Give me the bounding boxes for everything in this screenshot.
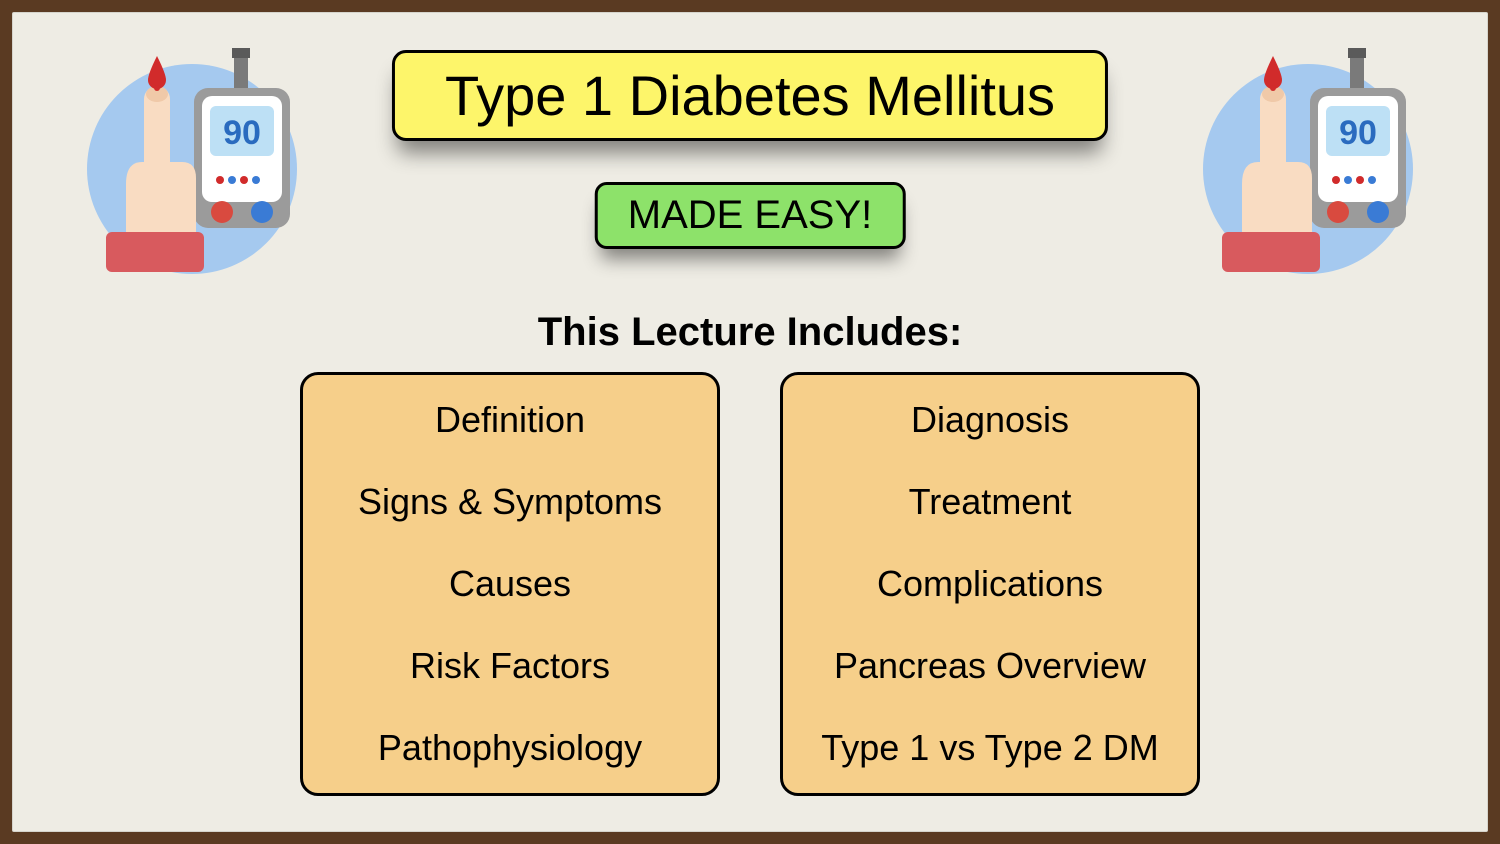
lecture-topic: Pathophysiology <box>378 727 642 769</box>
lecture-topic: Signs & Symptoms <box>358 481 662 523</box>
section-heading: This Lecture Includes: <box>538 310 963 355</box>
lecture-topic: Diagnosis <box>911 399 1069 441</box>
lecture-topic: Definition <box>435 399 585 441</box>
slide: 90 90 <box>12 12 1488 832</box>
slide-subtitle: MADE EASY! <box>595 182 906 249</box>
slide-title: Type 1 Diabetes Mellitus <box>392 50 1108 141</box>
lecture-topic: Type 1 vs Type 2 DM <box>821 727 1158 769</box>
lecture-column-right: Diagnosis Treatment Complications Pancreas … <box>780 372 1200 796</box>
glucose-meter-icon: 90 <box>72 44 312 284</box>
meter-reading: 90 <box>1339 114 1377 152</box>
glucose-meter-icon: 90 <box>1188 44 1428 284</box>
lecture-column-left: Definition Signs & Symptoms Causes Risk Fac… <box>300 372 720 796</box>
lecture-topic: Pancreas Overview <box>834 645 1146 687</box>
lecture-topic: Complications <box>877 563 1103 605</box>
lecture-topic: Treatment <box>909 481 1072 523</box>
lecture-topic: Risk Factors <box>410 645 610 687</box>
lecture-topic: Causes <box>449 563 571 605</box>
meter-reading: 90 <box>223 114 261 152</box>
lecture-columns: Definition Signs & Symptoms Causes Risk Fac… <box>300 372 1200 796</box>
